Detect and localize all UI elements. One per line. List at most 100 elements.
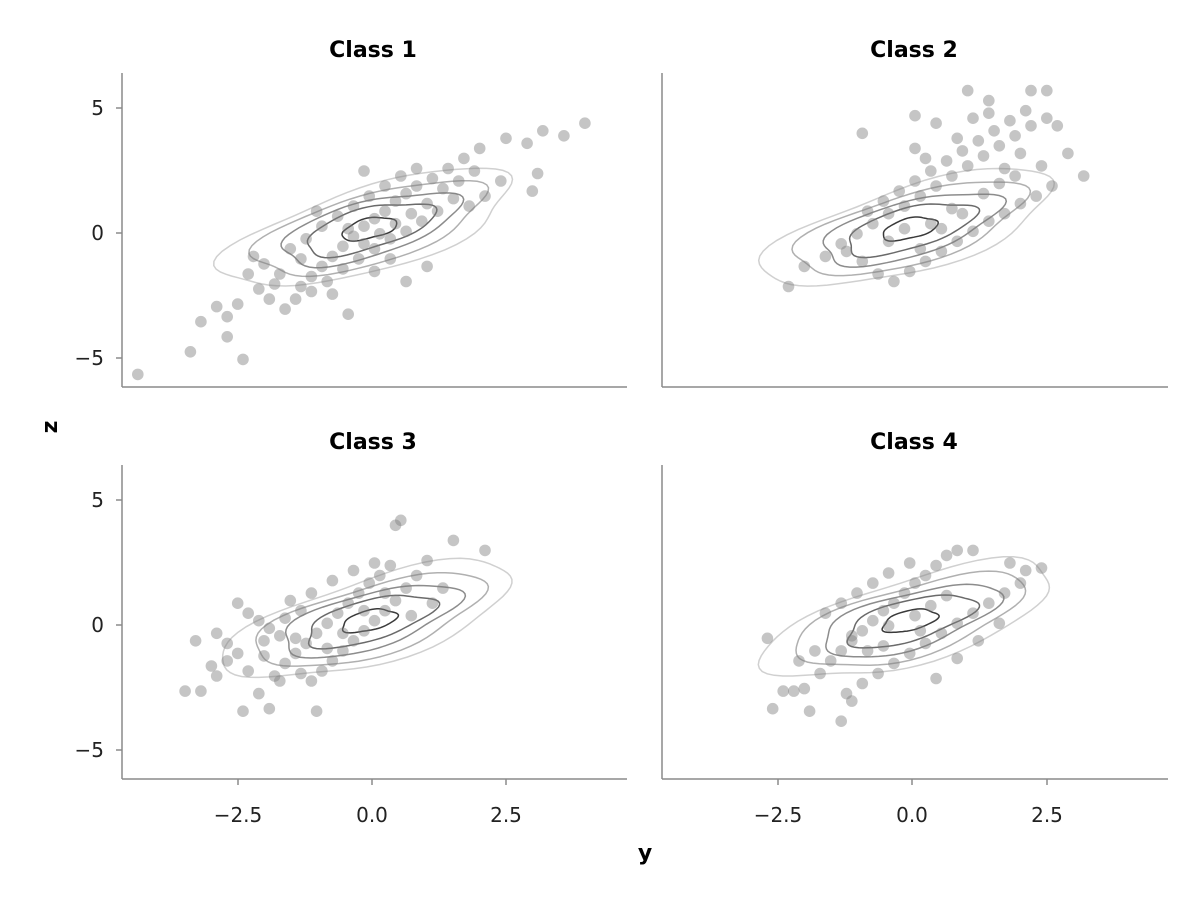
scatter-point — [389, 195, 402, 207]
scatter-point — [389, 594, 402, 607]
scatter-point — [951, 617, 963, 630]
scatter-point — [132, 368, 144, 381]
y-tick-label: 0 — [91, 221, 104, 245]
scatter-point — [935, 245, 948, 258]
scatter-point — [1077, 170, 1090, 182]
x-tick-0: 0.0 — [896, 779, 928, 827]
density-contour-level-4 — [307, 594, 441, 650]
scatter-point — [410, 180, 423, 192]
scatter-point — [279, 612, 291, 624]
y-axis-label: z — [38, 421, 63, 434]
scatter-point — [289, 632, 302, 645]
scatter-point — [888, 597, 900, 609]
scatter-point — [777, 685, 789, 697]
scatter-point — [421, 554, 433, 567]
scatter-point — [321, 275, 334, 288]
scatter-point — [819, 250, 832, 263]
scatter-point — [1009, 130, 1021, 142]
scatter-point — [914, 190, 927, 202]
scatter-point — [389, 217, 402, 230]
scatter-point — [368, 212, 381, 225]
density-contour-level-5 — [881, 608, 940, 634]
scatter-point — [358, 220, 370, 232]
scatter-point — [1041, 84, 1053, 97]
scatter-point — [242, 607, 254, 619]
scatter-point — [951, 235, 963, 248]
scatter-point — [384, 559, 397, 572]
scatter-point — [919, 569, 932, 582]
scatter-point — [861, 645, 874, 657]
scatter-point — [263, 622, 276, 635]
scatter-point — [426, 172, 439, 185]
panel-class-2: Class 2 — [661, 38, 1168, 388]
scatter-point — [1051, 120, 1064, 132]
scatter-point — [903, 647, 916, 660]
panel-class-3: Class 3 5 0 −5 −2.5 0.0 2.5 — [75, 430, 627, 827]
scatter-point — [983, 94, 995, 107]
scatter-point — [882, 567, 895, 579]
scatter-point — [495, 175, 507, 187]
scatter-point — [877, 640, 890, 652]
scatter-point — [452, 175, 465, 187]
scatter-point — [882, 235, 895, 248]
scatter-point — [368, 557, 381, 569]
scatter-point — [925, 217, 937, 230]
scatter-point — [305, 587, 318, 599]
scatter-point — [798, 260, 811, 273]
scatter-point — [379, 180, 391, 192]
scatter-point — [526, 185, 539, 197]
scatter-point — [531, 167, 544, 180]
scatter-point — [877, 604, 890, 617]
scatter-point — [405, 609, 418, 622]
scatter-point — [342, 597, 355, 609]
scatter-point — [426, 597, 439, 609]
scatter-point — [1004, 557, 1016, 569]
scatter-point — [405, 207, 418, 220]
scatter-point — [951, 652, 963, 665]
y-tick-0: 0 — [91, 613, 122, 637]
scatter-point — [321, 617, 334, 630]
scatter-point — [300, 233, 312, 245]
scatter-point — [788, 685, 800, 697]
scatter-point — [342, 222, 355, 235]
scatter-point — [242, 665, 254, 677]
density-contour-level-2 — [791, 181, 1032, 277]
x-tick-label: −2.5 — [754, 803, 803, 827]
scatter-point — [400, 275, 412, 288]
scatter-point — [1041, 112, 1053, 124]
scatter-point — [993, 617, 1006, 630]
scatter-point — [263, 293, 276, 305]
scatter-point — [814, 667, 826, 680]
panel-class-4: Class 4 −2.5 0.0 2.5 — [661, 430, 1168, 827]
scatter-point — [824, 655, 837, 667]
scatter-point — [316, 260, 328, 273]
density-contour-level-5 — [341, 608, 400, 634]
scatter-point — [1062, 147, 1074, 160]
scatter-point — [898, 222, 911, 235]
scatter-point — [977, 150, 990, 162]
scatter-point — [231, 647, 244, 660]
panel-title-class-3: Class 3 — [329, 430, 417, 455]
scatter-point — [1014, 197, 1027, 210]
scatter-point — [835, 645, 847, 657]
scatter-point — [252, 687, 265, 700]
scatter-point — [909, 577, 921, 589]
scatter-point — [1046, 180, 1058, 192]
scatter-point — [956, 145, 969, 157]
scatter-point — [400, 225, 412, 238]
scatter-point — [384, 233, 397, 245]
scatter-point — [951, 132, 963, 145]
scatter-point — [379, 604, 391, 617]
scatter-point — [400, 187, 412, 200]
scatter-point — [258, 258, 270, 270]
scatter-point — [898, 587, 911, 599]
scatter-point — [400, 582, 412, 594]
scatter-point — [295, 280, 307, 293]
y-tick-label: −5 — [75, 738, 104, 762]
x-tick-2-5: 2.5 — [1031, 779, 1063, 827]
scatter-point — [940, 155, 953, 167]
scatter-point — [347, 635, 360, 647]
scatter-point — [421, 197, 433, 210]
density-contour-level-1 — [213, 167, 514, 287]
scatter-point — [416, 215, 428, 227]
